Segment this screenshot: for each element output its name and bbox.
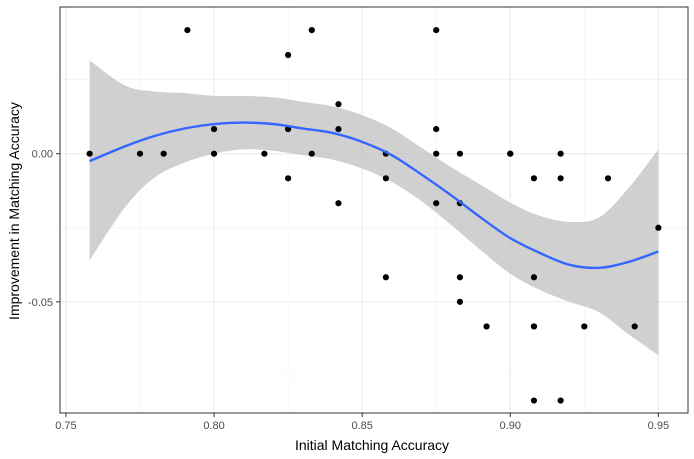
data-point xyxy=(335,125,342,133)
x-tick-label: 0.75 xyxy=(55,420,76,432)
data-point xyxy=(335,200,342,207)
y-tick-label: -0.05 xyxy=(28,297,53,309)
data-point xyxy=(284,51,292,59)
smooth-trend-line xyxy=(89,121,659,270)
data-points xyxy=(86,27,662,404)
y-axis-title: Improvement in Matching Accuracy xyxy=(6,102,22,320)
data-point xyxy=(184,27,191,34)
data-point xyxy=(557,175,564,182)
data-point xyxy=(308,150,315,157)
x-tick-label: 0.85 xyxy=(351,420,372,432)
data-point xyxy=(433,125,440,133)
data-point xyxy=(530,323,538,330)
data-point xyxy=(530,175,538,182)
data-point xyxy=(335,101,342,108)
data-point xyxy=(86,150,93,157)
y-axis: -0.05 0.00 xyxy=(28,149,60,309)
data-point xyxy=(456,274,464,281)
data-point xyxy=(136,150,144,157)
data-point xyxy=(382,175,389,182)
data-point xyxy=(284,175,292,182)
panel-border xyxy=(59,6,689,414)
data-point xyxy=(530,274,538,281)
data-point xyxy=(433,27,440,34)
data-point xyxy=(530,397,538,404)
data-point xyxy=(433,200,440,207)
data-point xyxy=(456,150,464,157)
data-point xyxy=(382,274,389,281)
data-point xyxy=(261,150,268,157)
x-axis: 0.75 0.80 0.85 0.90 0.95 xyxy=(55,413,669,432)
y-tick-label: 0.00 xyxy=(32,149,53,161)
data-point xyxy=(655,224,662,231)
x-tick-label: 0.95 xyxy=(648,420,669,432)
data-point xyxy=(433,150,440,157)
data-point xyxy=(557,397,564,404)
x-tick-label: 0.80 xyxy=(203,420,224,432)
data-point xyxy=(483,323,490,330)
data-point xyxy=(210,150,218,157)
confidence-ribbon xyxy=(89,60,659,356)
x-axis-title: Initial Matching Accuracy xyxy=(295,437,449,453)
data-point xyxy=(210,125,218,133)
x-tick-label: 0.90 xyxy=(500,420,521,432)
data-point xyxy=(557,150,564,157)
data-point xyxy=(456,298,464,305)
panel-background xyxy=(60,7,688,413)
data-point xyxy=(308,27,315,34)
data-point xyxy=(581,323,588,330)
data-point xyxy=(604,175,612,182)
data-point xyxy=(160,150,167,157)
data-point xyxy=(631,323,638,330)
data-point xyxy=(507,150,514,157)
